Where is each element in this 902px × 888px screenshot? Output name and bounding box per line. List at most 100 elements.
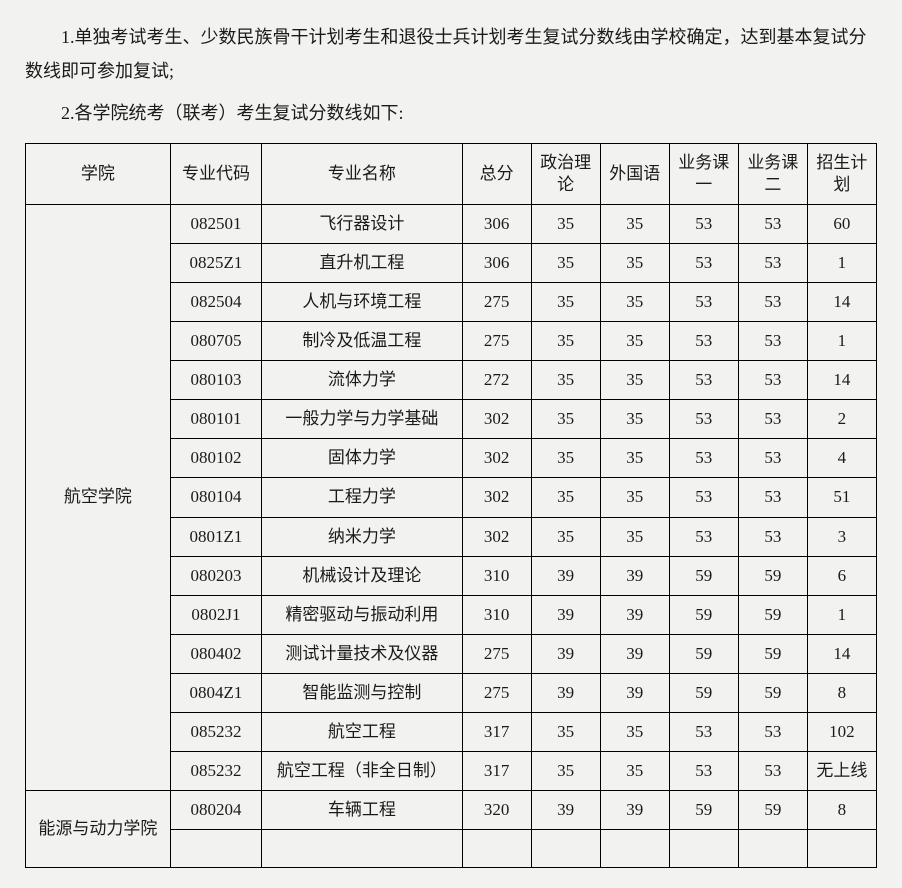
cell-foreign: 35 (600, 517, 669, 556)
cell-biz1: 59 (669, 595, 738, 634)
cell-total: 320 (462, 791, 531, 830)
cell-biz2: 53 (738, 712, 807, 751)
cell-foreign: 35 (600, 243, 669, 282)
cell-biz1: 53 (669, 712, 738, 751)
cell-foreign: 35 (600, 204, 669, 243)
cell-college: 能源与动力学院 (26, 791, 171, 868)
cell-total: 275 (462, 673, 531, 712)
cell-plan: 51 (807, 478, 876, 517)
cell-name: 制冷及低温工程 (262, 322, 462, 361)
header-total: 总分 (462, 143, 531, 204)
cell-biz1: 53 (669, 478, 738, 517)
cell-biz2: 59 (738, 673, 807, 712)
cell-foreign: 35 (600, 712, 669, 751)
cell-foreign: 39 (600, 595, 669, 634)
cell-politics: 35 (531, 439, 600, 478)
cell-total: 306 (462, 243, 531, 282)
cell-name: 精密驱动与振动利用 (262, 595, 462, 634)
header-politics: 政治理论 (531, 143, 600, 204)
cell-total: 310 (462, 595, 531, 634)
cell-plan: 1 (807, 322, 876, 361)
cell-foreign (600, 830, 669, 868)
cell-politics: 35 (531, 361, 600, 400)
cell-plan: 1 (807, 595, 876, 634)
cell-name: 一般力学与力学基础 (262, 400, 462, 439)
cell-total: 310 (462, 556, 531, 595)
header-college: 学院 (26, 143, 171, 204)
cell-biz1: 53 (669, 752, 738, 791)
cell-politics: 35 (531, 322, 600, 361)
cell-foreign: 35 (600, 400, 669, 439)
cell-total: 275 (462, 322, 531, 361)
cell-biz1: 53 (669, 243, 738, 282)
cell-foreign: 39 (600, 673, 669, 712)
cell-biz1: 53 (669, 439, 738, 478)
cell-politics: 35 (531, 282, 600, 321)
cell-biz2: 59 (738, 791, 807, 830)
cell-code: 082504 (170, 282, 261, 321)
cell-name: 工程力学 (262, 478, 462, 517)
cell-biz2: 59 (738, 556, 807, 595)
table-row: 能源与动力学院080204车辆工程320393959598 (26, 791, 877, 830)
cell-biz2: 53 (738, 361, 807, 400)
cell-code (170, 830, 261, 868)
cell-total: 302 (462, 517, 531, 556)
cell-biz1: 59 (669, 556, 738, 595)
cell-total: 302 (462, 439, 531, 478)
cell-politics: 35 (531, 243, 600, 282)
cell-foreign: 35 (600, 282, 669, 321)
cell-plan: 2 (807, 400, 876, 439)
cell-total: 275 (462, 282, 531, 321)
header-plan: 招生计划 (807, 143, 876, 204)
cell-biz1: 53 (669, 204, 738, 243)
cell-biz2: 53 (738, 478, 807, 517)
cell-foreign: 35 (600, 752, 669, 791)
cell-politics: 35 (531, 478, 600, 517)
cell-code: 080103 (170, 361, 261, 400)
cell-biz1: 53 (669, 400, 738, 439)
cell-total: 317 (462, 712, 531, 751)
cell-foreign: 39 (600, 634, 669, 673)
table-body: 航空学院082501飞行器设计30635355353600825Z1直升机工程3… (26, 204, 877, 868)
paragraph-2: 2.各学院统考（联考）考生复试分数线如下: (25, 96, 877, 130)
cell-name: 航空工程（非全日制） (262, 752, 462, 791)
cell-plan: 14 (807, 282, 876, 321)
cell-politics: 39 (531, 791, 600, 830)
cell-biz2: 53 (738, 752, 807, 791)
cell-total: 302 (462, 478, 531, 517)
cell-name: 车辆工程 (262, 791, 462, 830)
cell-name: 直升机工程 (262, 243, 462, 282)
cell-biz2 (738, 830, 807, 868)
cell-biz2: 53 (738, 243, 807, 282)
cell-politics: 35 (531, 400, 600, 439)
paragraph-1: 1.单独考试考生、少数民族骨干计划考生和退役士兵计划考生复试分数线由学校确定，达… (25, 20, 877, 88)
cell-name: 测试计量技术及仪器 (262, 634, 462, 673)
cell-name: 机械设计及理论 (262, 556, 462, 595)
cell-code: 080102 (170, 439, 261, 478)
cell-foreign: 39 (600, 791, 669, 830)
score-table: 学院 专业代码 专业名称 总分 政治理论 外国语 业务课一 业务课二 招生计划 … (25, 143, 877, 869)
cell-politics: 35 (531, 712, 600, 751)
cell-politics: 35 (531, 204, 600, 243)
header-name: 专业名称 (262, 143, 462, 204)
cell-plan: 102 (807, 712, 876, 751)
cell-plan: 6 (807, 556, 876, 595)
cell-biz2: 53 (738, 400, 807, 439)
cell-name: 航空工程 (262, 712, 462, 751)
cell-name (262, 830, 462, 868)
cell-name: 飞行器设计 (262, 204, 462, 243)
cell-biz2: 53 (738, 517, 807, 556)
cell-politics: 35 (531, 517, 600, 556)
cell-biz1: 53 (669, 322, 738, 361)
cell-name: 人机与环境工程 (262, 282, 462, 321)
cell-plan: 3 (807, 517, 876, 556)
cell-code: 080705 (170, 322, 261, 361)
cell-code: 080101 (170, 400, 261, 439)
cell-biz2: 53 (738, 282, 807, 321)
cell-biz1: 53 (669, 282, 738, 321)
cell-politics: 39 (531, 634, 600, 673)
cell-name: 流体力学 (262, 361, 462, 400)
cell-politics: 39 (531, 673, 600, 712)
cell-foreign: 39 (600, 556, 669, 595)
cell-biz1: 53 (669, 361, 738, 400)
